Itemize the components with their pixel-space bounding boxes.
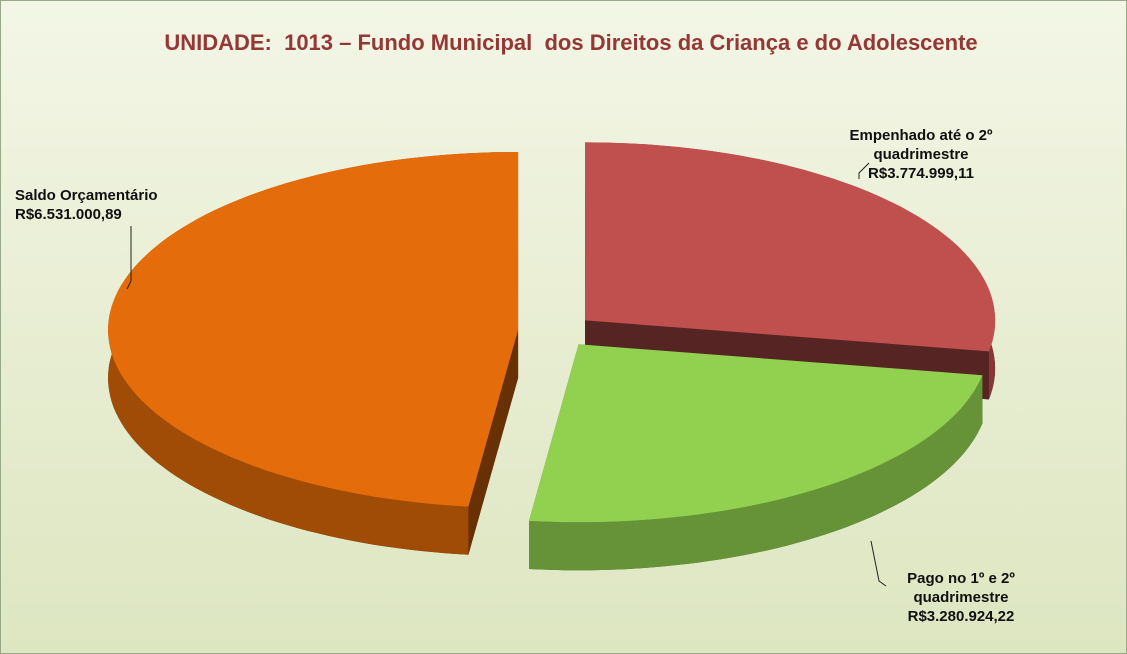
slice [529, 344, 983, 523]
data-label: Saldo Orçamentário R$6.531.000,89 [15, 186, 235, 224]
slice-name: Empenhado até o 2º quadrimestre [849, 127, 993, 163]
slice-rim [529, 375, 983, 571]
slice-value: R$3.774.999,11 [868, 165, 974, 182]
slice-value: R$6.531.000,89 [15, 206, 122, 223]
data-label: Empenhado até o 2º quadrimestre R$3.774.9… [821, 126, 1021, 183]
slice-name: Pago no 1º e 2º quadrimestre [907, 570, 1015, 606]
leader-line [858, 162, 870, 179]
slice-name: Saldo Orçamentário [15, 187, 158, 204]
data-label: Pago no 1º e 2º quadrimestre R$3.280.924,… [861, 569, 1061, 626]
leader-line [126, 226, 132, 290]
slice-value: R$3.280.924,22 [907, 608, 1015, 625]
slices [108, 142, 996, 571]
slice [585, 142, 996, 352]
chart-title: UNIDADE: 1013 – Fundo Municipal dos Dire… [164, 30, 978, 55]
slice-cut-face [468, 330, 519, 555]
leader-line [870, 540, 887, 587]
slice [108, 152, 519, 507]
